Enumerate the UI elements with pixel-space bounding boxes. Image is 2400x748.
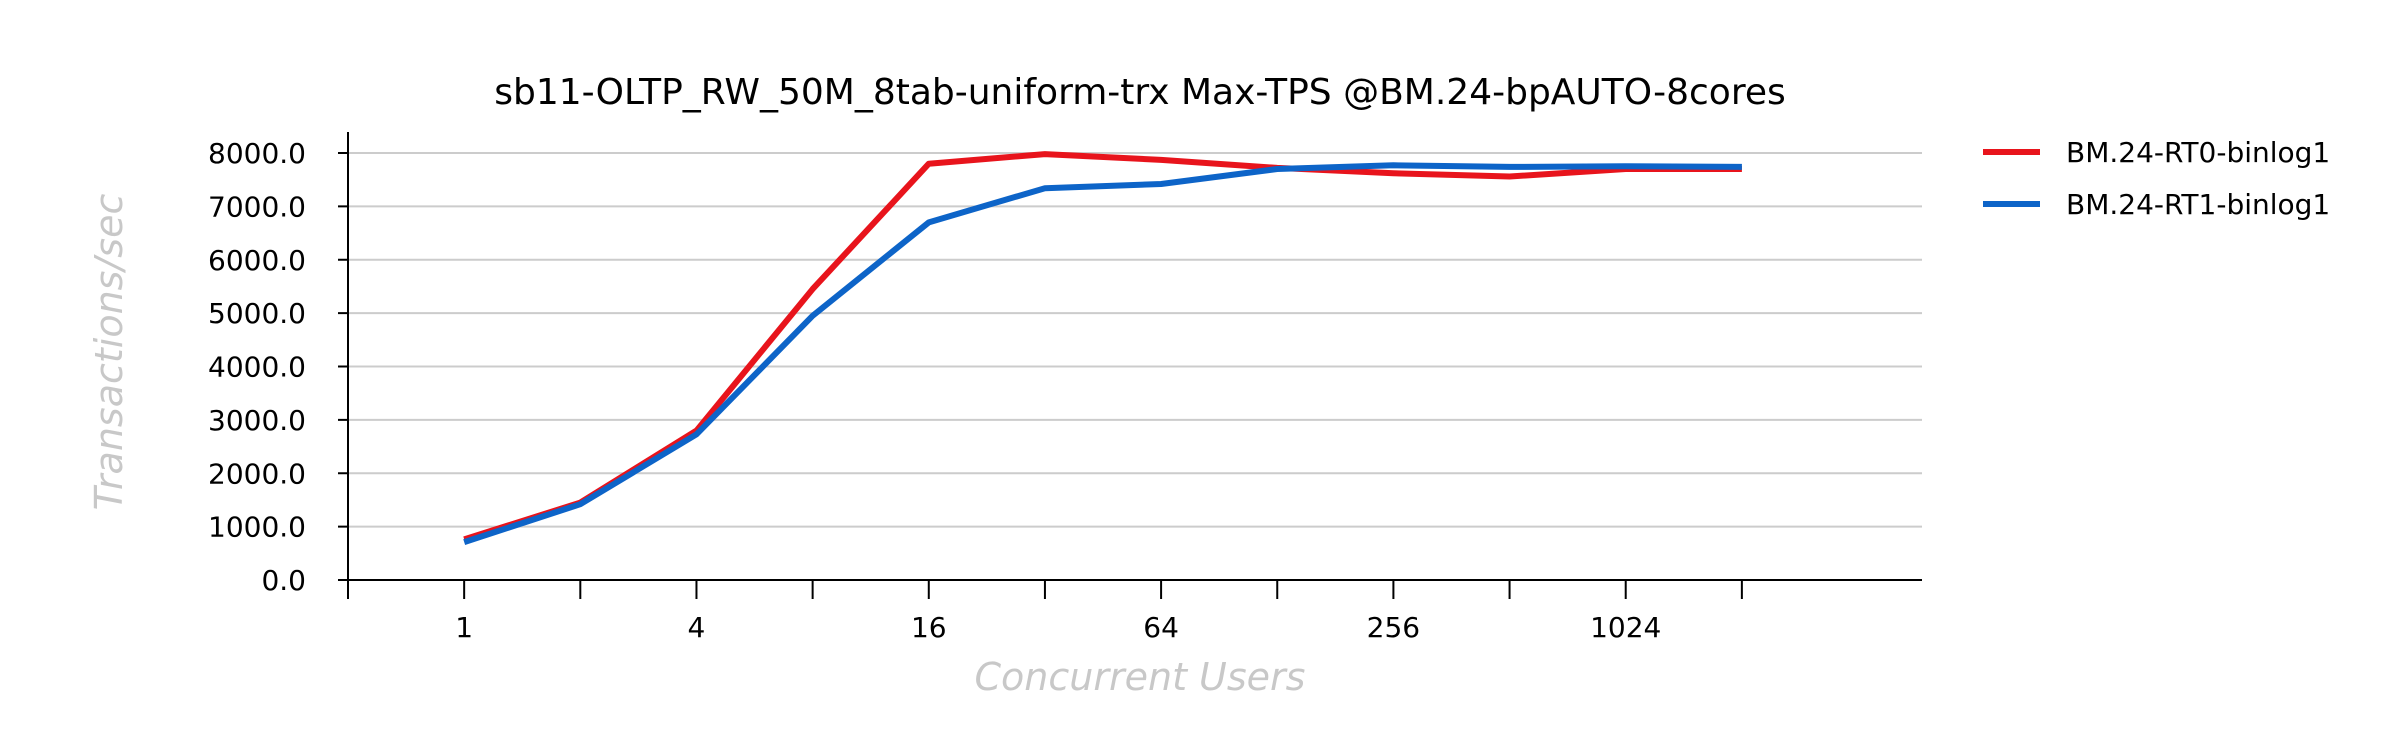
legend-label-1: BM.24-RT0-binlog1 (2066, 136, 2330, 169)
x-tick-label: 1024 (1590, 611, 1661, 644)
grid-lines (348, 152, 1922, 528)
x-tick-label: 16 (911, 611, 947, 644)
x-axis-label: Concurrent Users (975, 655, 1306, 699)
y-axis-ticks: 0.0 1000.0 2000.0 3000.0 4000.0 5000.0 6000.0 7… (208, 137, 348, 597)
y-tick-label: 8000.0 (208, 137, 306, 170)
y-axis-label: Transactions/sec (87, 194, 131, 511)
x-tick-label: 1 (455, 611, 473, 644)
chart-title: sb11-OLTP_RW_50M_8tab-uniform-trx Max-TP… (494, 72, 1785, 113)
y-tick-label: 5000.0 (208, 297, 306, 330)
x-tick-label: 256 (1367, 611, 1420, 644)
series-lines (463, 151, 1742, 545)
y-tick-label: 4000.0 (208, 351, 306, 384)
legend: BM.24-RT0-binlog1 BM.24-RT1-binlog1 (1983, 136, 2330, 221)
y-tick-label: 1000.0 (208, 511, 306, 544)
x-axis-ticks: 1 4 16 64 256 1024 (347, 580, 1743, 644)
y-tick-label: 0.0 (261, 564, 306, 597)
y-tick-label: 7000.0 (208, 190, 306, 223)
y-tick-label: 3000.0 (208, 404, 306, 437)
series-line-2 (463, 162, 1742, 545)
x-tick-label: 64 (1143, 611, 1179, 644)
x-tick-label: 4 (688, 611, 706, 644)
series-line-1 (463, 151, 1742, 543)
y-tick-label: 6000.0 (208, 244, 306, 277)
y-tick-label: 2000.0 (208, 457, 306, 490)
axes (347, 132, 1922, 581)
legend-label-2: BM.24-RT1-binlog1 (2066, 188, 2330, 221)
